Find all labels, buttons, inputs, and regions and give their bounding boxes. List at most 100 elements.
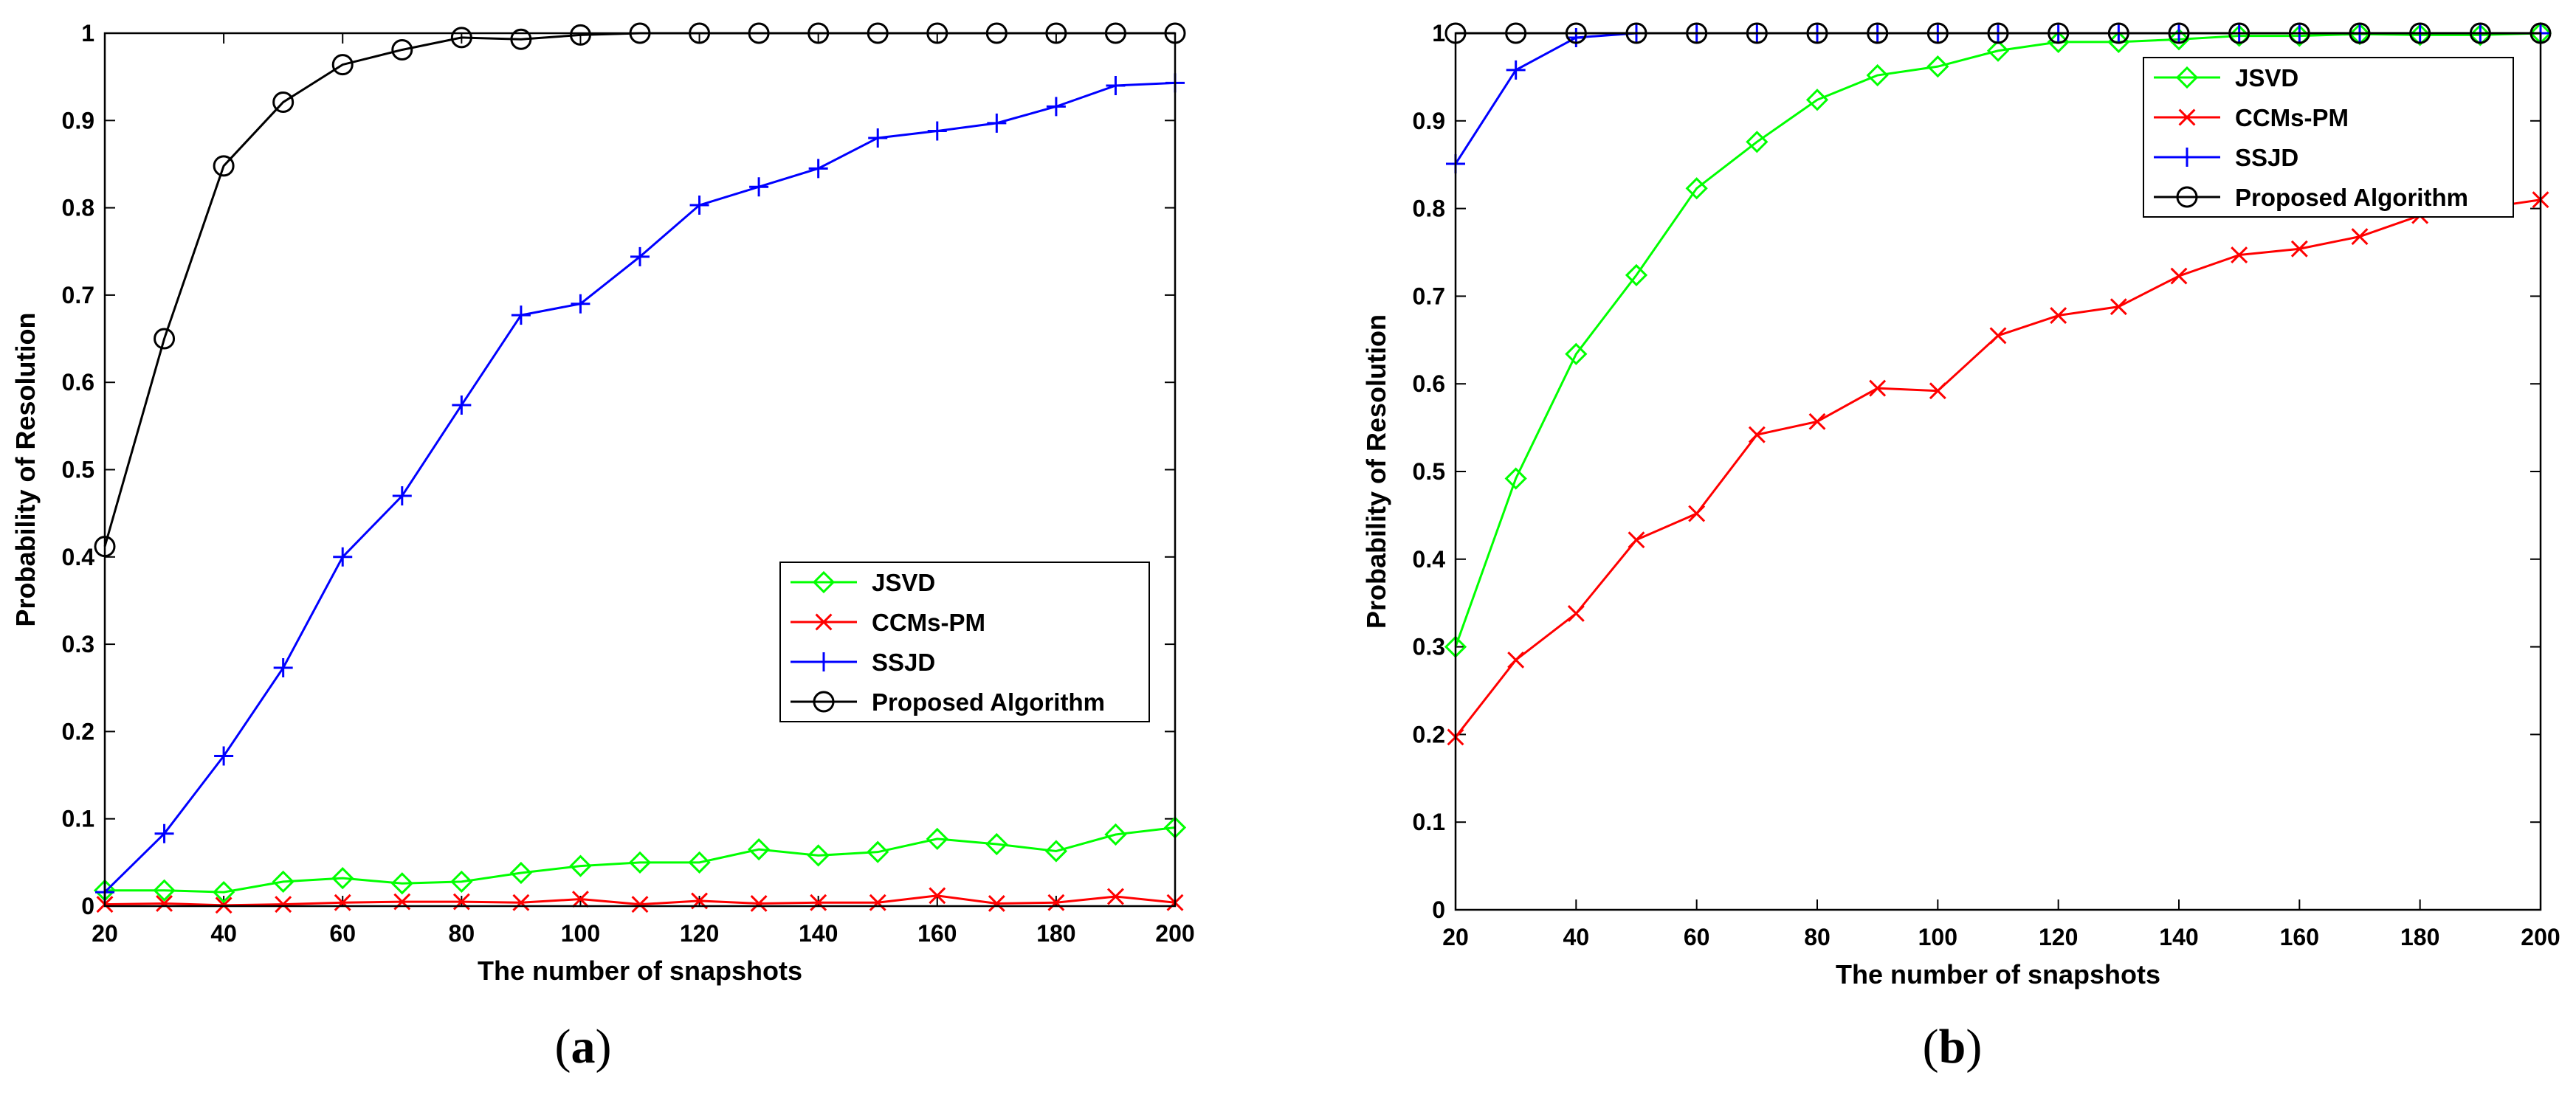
legend-label: CCMs-PM [872,609,985,636]
data-point [1504,467,1527,490]
data-point [1104,823,1127,846]
y-tick-label: 1 [81,20,94,46]
y-tick-label: 0.7 [1413,283,1445,309]
x-tick-label: 40 [210,920,237,947]
y-tick-label: 0.5 [62,457,94,483]
legend-marker [2178,108,2196,126]
legend-item: CCMs-PM [2154,104,2349,131]
x-tick-label: 20 [1442,924,1469,950]
data-point [929,887,946,905]
data-point [214,746,234,766]
x-tick-label: 200 [2521,924,2560,950]
y-tick-label: 0.6 [62,369,94,395]
data-point [2110,298,2127,316]
x-tick-label: 20 [92,920,118,947]
data-point [391,38,413,61]
legend: JSVD CCMs-PM SSJD Proposed Algorithm [779,562,1150,722]
legend: JSVD CCMs-PM SSJD Proposed Algorithm [2143,57,2514,218]
data-point [2170,267,2188,285]
data-point [452,395,472,415]
data-point [1047,894,1065,911]
data-point [272,870,295,893]
y-tick-label: 0.9 [62,107,94,134]
y-tick-label: 0.8 [62,195,94,221]
data-point [390,872,413,895]
y-tick-label: 0.3 [62,631,94,657]
data-point [2107,30,2130,54]
panel-caption: (a) [555,1020,612,1074]
data-point [2351,228,2369,246]
data-point [1808,412,1826,430]
data-point [511,305,531,325]
legend-marker [812,570,836,594]
legend-item: SSJD [791,649,935,676]
data-point [275,896,292,913]
legend-marker [2176,186,2198,208]
legend-marker [814,652,833,671]
x-tick-label: 140 [799,920,838,947]
data-point [273,658,293,678]
data-point [510,28,532,50]
data-point [867,840,889,863]
chart-panel-a: 20 40 60 80 100 120 140 160 180 200 0 0.1 0.2 0.3 0.4 0… [10,20,1195,1074]
series-jsvd [93,816,1187,904]
data-point [1044,840,1068,863]
data-point [1746,131,1769,153]
data-point [868,128,888,148]
data-point [987,113,1007,133]
x-tick-label: 100 [1918,924,1957,950]
data-point [156,894,173,912]
data-point [1567,604,1585,622]
x-tick-label: 160 [2280,924,2319,950]
data-point [926,827,948,851]
x-tick-label: 80 [449,920,475,947]
data-point [2047,30,2070,54]
axes-box [1454,32,2542,911]
legend-label: Proposed Algorithm [872,688,1105,716]
x-tick-label: 120 [680,920,719,947]
legend-marker [813,691,835,713]
data-point [509,861,533,885]
legend-item: JSVD [791,569,935,596]
x-tick-label: 40 [1563,924,1590,950]
data-point [153,879,176,902]
data-point [808,159,828,179]
x-tick-label: 80 [1804,924,1831,950]
data-point [2408,24,2431,46]
data-point [1566,27,1586,47]
y-tick-label: 0.8 [1413,196,1445,222]
x-tick-label: 60 [1684,924,1710,950]
data-point [212,880,235,904]
data-point [750,894,768,912]
data-point [628,851,652,874]
x-tick-label: 180 [2400,924,2439,950]
data-point [630,246,650,266]
data-point [154,328,176,350]
legend-item: Proposed Algorithm [791,688,1105,716]
series-line [105,826,1176,894]
data-point [213,155,235,177]
data-point [450,870,473,893]
legend-box [2143,57,2514,218]
x-tick-label: 140 [2159,924,2198,950]
data-point [1986,39,2010,62]
data-point [1929,382,1946,400]
legend-label: JSVD [2235,64,2298,91]
y-axis-label: Probability of Resolution [1361,314,1391,629]
y-tick-label: 0.7 [62,282,94,308]
data-point [747,837,771,861]
data-point [1866,63,1889,87]
data-point [1565,342,1588,365]
data-point [1506,60,1526,80]
legend-label: SSJD [872,649,935,676]
panel-caption: (b) [1923,1020,1983,1074]
legend-item: JSVD [2154,64,2298,91]
data-point [272,91,295,113]
legend-box [779,562,1150,722]
legend-label: SSJD [2235,144,2298,171]
axes-box [103,32,1177,908]
data-point [985,832,1008,856]
data-point [512,894,530,911]
legend-marker [2175,66,2199,89]
data-point [392,486,412,505]
